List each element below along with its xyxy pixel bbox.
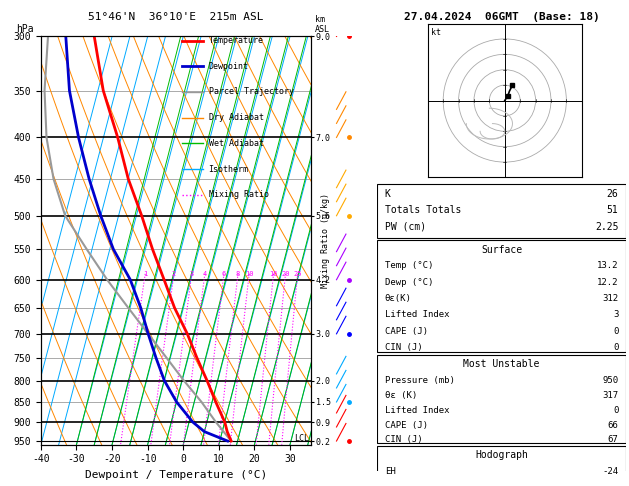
Text: Temp (°C): Temp (°C) [385,261,433,271]
Text: Pressure (mb): Pressure (mb) [385,376,455,385]
Text: θε (K): θε (K) [385,391,417,399]
Text: 25: 25 [293,271,302,277]
Text: 1: 1 [143,271,147,277]
X-axis label: Dewpoint / Temperature (°C): Dewpoint / Temperature (°C) [85,470,267,480]
Text: 51°46'N  36°10'E  215m ASL: 51°46'N 36°10'E 215m ASL [88,12,264,22]
Text: 13.2: 13.2 [597,261,618,271]
Text: 2: 2 [172,271,176,277]
Text: 27.04.2024  06GMT  (Base: 18): 27.04.2024 06GMT (Base: 18) [404,12,599,22]
Text: 67: 67 [608,435,618,445]
Text: 51: 51 [606,206,618,215]
Text: Surface: Surface [481,245,522,255]
Text: Mixing Ratio (g/kg): Mixing Ratio (g/kg) [321,193,330,288]
Text: θε(K): θε(K) [385,294,412,303]
Text: Totals Totals: Totals Totals [385,206,461,215]
Text: Temperature: Temperature [209,36,264,45]
Text: EH: EH [385,467,396,476]
Text: 12.2: 12.2 [597,278,618,287]
Text: 0: 0 [613,343,618,352]
Text: Lifted Index: Lifted Index [385,406,449,415]
Text: K: K [385,189,391,199]
Text: 0: 0 [613,327,618,336]
Text: Mixing Ratio: Mixing Ratio [209,191,269,199]
Text: 66: 66 [608,420,618,430]
Text: Most Unstable: Most Unstable [464,360,540,369]
Text: 0: 0 [613,406,618,415]
Text: 4: 4 [203,271,207,277]
Text: 8: 8 [236,271,240,277]
Text: CIN (J): CIN (J) [385,435,423,445]
Text: 950: 950 [603,376,618,385]
Text: 312: 312 [603,294,618,303]
Text: Lifted Index: Lifted Index [385,311,449,319]
Bar [377,355,626,443]
Text: 3: 3 [613,311,618,319]
Text: Dewpoint: Dewpoint [209,62,248,71]
Text: 26: 26 [606,189,618,199]
Text: Hodograph: Hodograph [475,451,528,460]
Text: 2.25: 2.25 [595,222,618,232]
Text: CAPE (J): CAPE (J) [385,420,428,430]
Text: 16: 16 [269,271,278,277]
Bar [377,446,626,486]
Bar [377,241,626,352]
Text: 20: 20 [281,271,290,277]
Text: 317: 317 [603,391,618,399]
Text: hPa: hPa [16,24,33,34]
Text: km
ASL: km ASL [314,15,330,34]
Text: Dry Adiabat: Dry Adiabat [209,113,264,122]
Text: Isotherm: Isotherm [209,165,248,174]
Text: 3: 3 [190,271,194,277]
Text: 6: 6 [222,271,226,277]
Text: Parcel Trajectory: Parcel Trajectory [209,87,294,96]
Text: LCL: LCL [294,434,309,443]
Text: -24: -24 [603,467,618,476]
Text: kt: kt [431,28,441,37]
Bar [377,185,626,238]
Text: CAPE (J): CAPE (J) [385,327,428,336]
Text: PW (cm): PW (cm) [385,222,426,232]
Text: Dewp (°C): Dewp (°C) [385,278,433,287]
Text: Wet Adiabat: Wet Adiabat [209,139,264,148]
Text: 10: 10 [245,271,253,277]
Text: CIN (J): CIN (J) [385,343,423,352]
